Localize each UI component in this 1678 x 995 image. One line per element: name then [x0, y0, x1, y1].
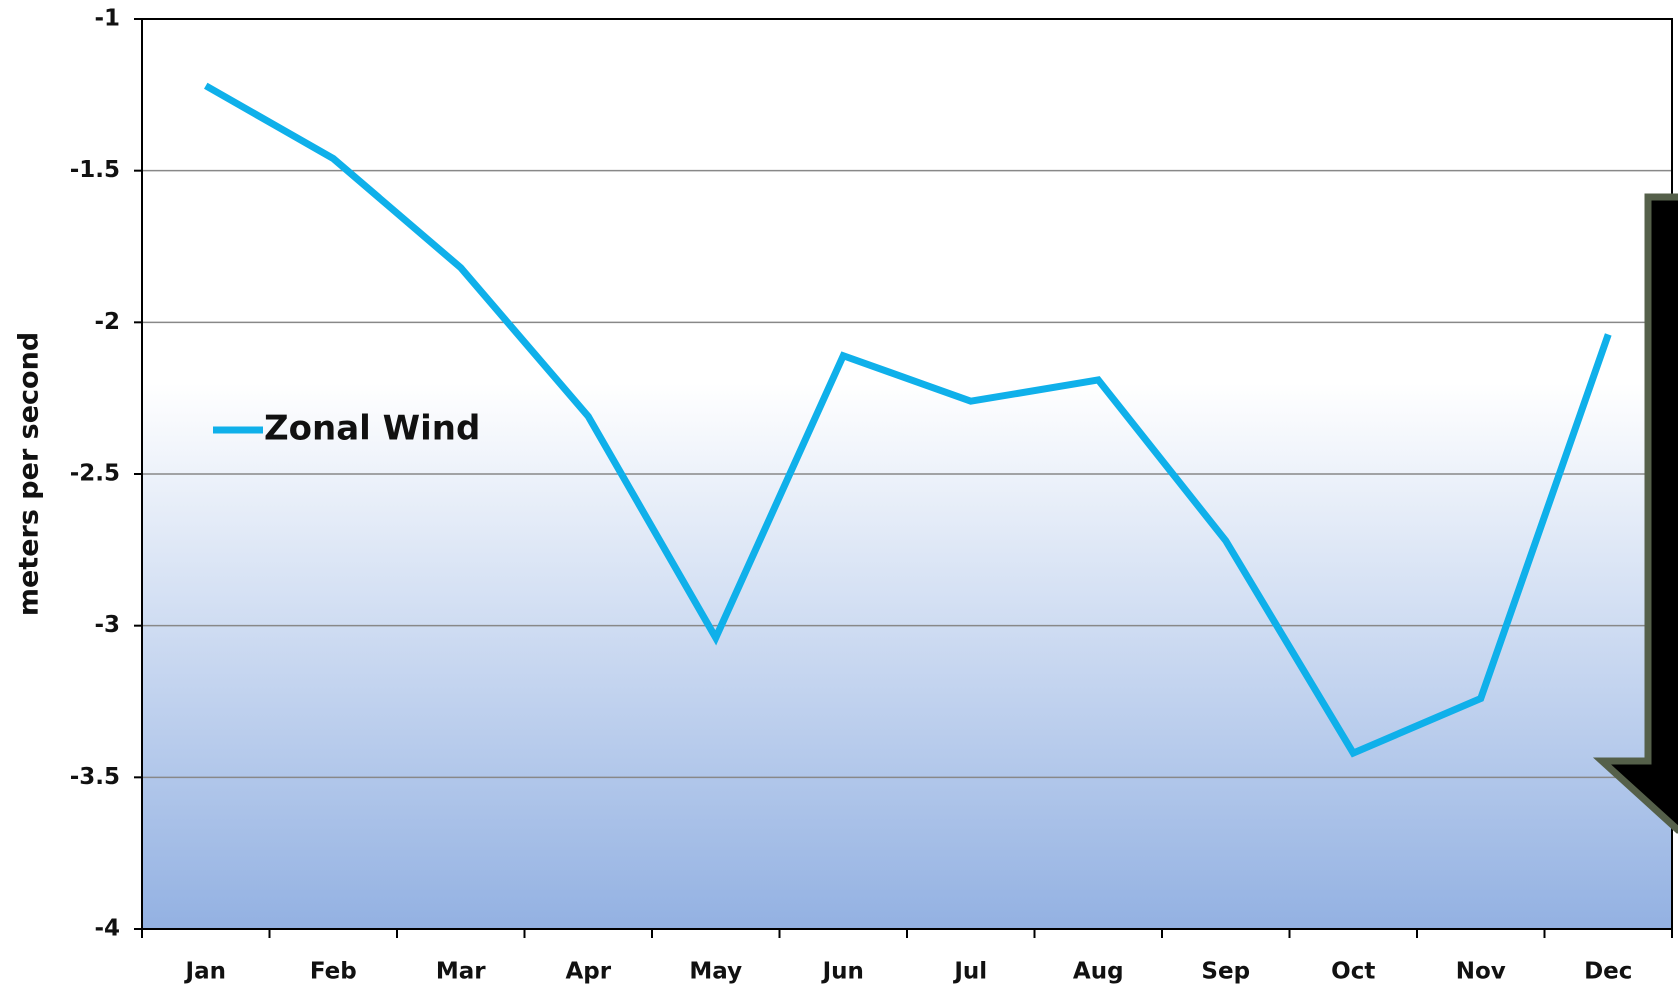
y-tick-label: -2 [94, 309, 120, 335]
y-axis-label: meters per second [14, 332, 45, 616]
x-tick-label: Jun [821, 959, 864, 985]
x-tick-label: Feb [310, 959, 357, 985]
y-tick-label: -1 [94, 6, 120, 32]
x-tick-label: Nov [1456, 959, 1506, 985]
arrow [1592, 193, 1678, 834]
y-tick-label: -3 [94, 612, 120, 638]
x-tick-label: Oct [1331, 959, 1375, 985]
y-tick-label: -3.5 [70, 764, 120, 790]
x-tick-label: Mar [436, 959, 486, 985]
x-tick-label: Sep [1201, 959, 1250, 985]
x-tick-label: Aug [1073, 959, 1124, 985]
x-tick-label: Jul [952, 959, 987, 985]
y-tick-label: -2.5 [70, 461, 120, 487]
x-tick-label: Apr [565, 959, 611, 985]
x-tick-label: Jan [184, 959, 226, 985]
x-tick-label: Dec [1584, 959, 1632, 985]
x-tick-label: May [689, 959, 742, 985]
legend-label: Zonal Wind [264, 409, 480, 449]
y-tick-label: -4 [94, 916, 120, 942]
y-tick-label: -1.5 [70, 157, 120, 183]
data-line [204, 82, 1612, 758]
